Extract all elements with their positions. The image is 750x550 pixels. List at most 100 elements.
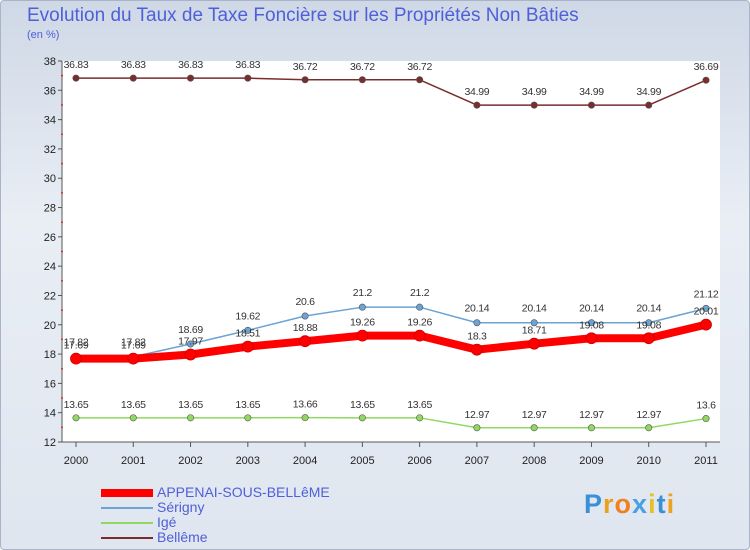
data-point [530,424,538,432]
x-tick-label: 2011 [694,455,718,467]
data-label: 21.2 [353,287,373,299]
data-point [358,414,366,422]
data-point [187,414,195,422]
data-point [72,414,80,422]
data-label: 34.99 [636,86,661,98]
data-label: 18.88 [293,322,318,334]
data-label: 17.69 [64,340,89,352]
legend-swatch [101,537,153,539]
data-label: 19.08 [636,319,661,331]
y-tick-label: 18 [44,349,56,361]
data-label: 12.97 [636,409,661,421]
data-label: 36.72 [407,61,432,73]
plot-area [62,61,720,442]
data-label: 13.65 [178,399,203,411]
legend-label: Bellême [157,529,208,545]
y-minor-tick [61,309,63,312]
data-point [645,319,653,327]
data-label: 18.3 [467,331,487,343]
data-point [299,335,311,348]
data-point [528,337,541,350]
x-tick-label: 2001 [121,455,145,467]
legend-label: Sérigny [157,499,205,515]
data-label: 36.72 [293,61,318,73]
data-point [587,319,595,327]
data-label: 20.01 [694,306,719,318]
y-tick-label: 34 [44,115,56,127]
data-label: 36.83 [235,59,260,71]
y-minor-tick [61,133,63,136]
data-point [358,303,366,311]
y-tick-label: 14 [44,408,56,420]
data-point [530,101,538,109]
chart-title: Evolution du Taux de Taxe Foncière sur l… [27,5,579,26]
data-point [473,424,481,432]
data-point [587,424,595,432]
data-label: 19.08 [579,319,604,331]
data-label: 13.65 [64,399,89,411]
data-label: 36.72 [350,61,375,73]
data-label: 36.83 [121,59,146,71]
legend-swatch [101,522,153,524]
data-point [416,414,424,422]
data-point [301,414,309,422]
data-label: 18.69 [178,324,203,336]
y-tick-label: 12 [44,437,56,449]
data-label: 36.69 [694,61,719,73]
legend-swatch [101,507,153,509]
y-minor-tick [61,74,63,77]
data-point [356,329,369,342]
data-point [127,352,140,365]
y-tick-label: 28 [44,203,56,215]
data-point [416,76,424,84]
y-minor-tick [61,191,63,194]
data-label: 20.14 [465,303,490,315]
y-minor-tick [61,221,63,224]
data-point [585,332,598,345]
data-point [241,340,254,353]
data-point [642,332,655,345]
y-tick-label: 20 [44,320,56,332]
series-line-appenai-sous-bellême [72,320,710,363]
y-minor-tick [61,397,63,400]
data-point [301,312,309,320]
y-minor-tick [61,250,63,253]
data-label: 17.82 [121,337,146,349]
x-tick-label: 2002 [178,455,202,467]
x-tick-label: 2007 [465,455,489,467]
data-label: 20.6 [295,296,315,308]
legend-swatch [101,489,153,497]
data-label: 21.12 [694,288,719,300]
data-label: 36.83 [64,59,89,71]
data-point [645,424,653,432]
data-point [358,76,366,84]
data-label: 36.83 [178,59,203,71]
x-tick-label: 2009 [579,455,603,467]
y-tick-label: 22 [44,290,56,302]
data-point [416,303,424,311]
data-label: 34.99 [522,86,547,98]
y-tick-label: 24 [44,261,56,273]
y-minor-tick [61,338,63,341]
data-point [702,415,710,423]
data-label: 13.6 [696,400,716,412]
data-label: 34.99 [465,86,490,98]
data-point [413,329,426,342]
series-line-bellême [75,77,707,106]
data-label: 19.26 [350,317,375,329]
data-label: 19.26 [407,317,432,329]
x-tick-label: 2000 [64,455,88,467]
data-label: 13.65 [121,399,146,411]
data-point [244,326,252,334]
data-point [187,340,195,348]
data-label: 17.82 [64,337,89,349]
y-tick-label: 26 [44,232,56,244]
data-label: 13.66 [293,399,318,411]
y-tick-label: 16 [44,378,56,390]
data-point [702,304,710,312]
y-minor-tick [61,426,63,429]
data-label: 19.62 [235,310,260,322]
data-label: 34.99 [579,86,604,98]
y-minor-tick [61,367,63,370]
